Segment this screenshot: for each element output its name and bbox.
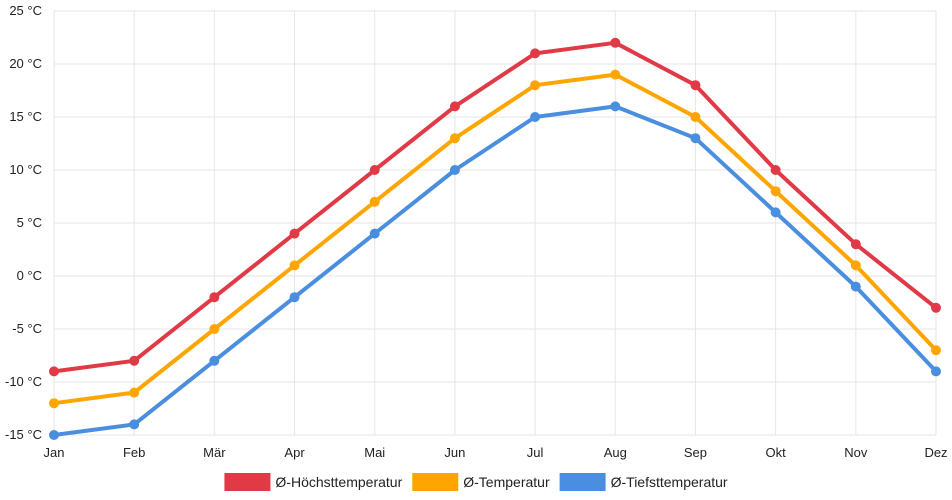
data-point[interactable]: [931, 345, 941, 356]
data-point[interactable]: [850, 260, 861, 271]
series-1: [49, 37, 941, 377]
data-point[interactable]: [610, 37, 621, 48]
data-point[interactable]: [690, 133, 701, 144]
x-tick-label: Sep: [684, 445, 707, 460]
series-3: [49, 101, 941, 440]
data-point[interactable]: [770, 165, 781, 175]
x-tick-label: Jun: [444, 445, 465, 460]
data-point[interactable]: [289, 292, 300, 303]
legend-swatch: [412, 473, 459, 491]
series-line: [52, 72, 938, 406]
data-point[interactable]: [530, 112, 541, 122]
data-point[interactable]: [369, 165, 380, 175]
legend-swatch: [224, 473, 271, 491]
data-point[interactable]: [610, 101, 621, 112]
data-point[interactable]: [49, 398, 59, 409]
data-point[interactable]: [850, 281, 861, 292]
legend-item-3[interactable]: Ø-Tiefsttemperatur: [559, 473, 728, 491]
data-point[interactable]: [369, 228, 380, 239]
x-tick-label: Mai: [364, 445, 385, 460]
series-line: [52, 104, 938, 437]
y-tick-label: 5 °C: [17, 215, 42, 230]
data-point[interactable]: [449, 165, 460, 175]
legend-label: Ø-Tiefsttemperatur: [611, 474, 728, 490]
x-tick-label: Okt: [766, 445, 787, 460]
y-tick-label: 0 °C: [17, 268, 42, 283]
chart-series: [49, 37, 941, 440]
x-tick-label: Nov: [844, 445, 868, 460]
x-tick-label: Feb: [123, 445, 145, 460]
x-tick-label: Jul: [527, 445, 544, 460]
y-tick-label: 25 °C: [9, 3, 42, 18]
data-point[interactable]: [369, 196, 380, 207]
data-point[interactable]: [289, 260, 300, 271]
data-point[interactable]: [850, 239, 861, 250]
series-line: [52, 40, 938, 374]
legend-label: Ø-Temperatur: [463, 474, 550, 490]
data-point[interactable]: [530, 80, 541, 91]
y-axis: -15 °C -10 °C -5 °C 0 °C 5 °C 10 °C 15 °C 20 °C…: [5, 3, 42, 442]
data-point[interactable]: [931, 366, 941, 377]
data-point[interactable]: [690, 80, 701, 91]
data-point[interactable]: [770, 207, 781, 218]
data-point[interactable]: [129, 387, 140, 398]
x-tick-label: Mär: [203, 445, 226, 460]
data-point[interactable]: [209, 324, 220, 334]
series-2: [49, 69, 941, 409]
data-point[interactable]: [931, 302, 941, 313]
y-tick-label: 10 °C: [9, 162, 42, 177]
data-point[interactable]: [449, 101, 460, 112]
chart-grid: [53, 10, 937, 436]
data-point[interactable]: [209, 355, 220, 366]
data-point[interactable]: [610, 69, 621, 80]
chart-legend[interactable]: Ø-Höchsttemperatur Ø-Temperatur Ø-Tiefstte…: [224, 473, 728, 491]
data-point[interactable]: [129, 355, 140, 366]
x-tick-label: Aug: [604, 445, 627, 460]
data-point[interactable]: [289, 228, 300, 239]
x-tick-label: Apr: [284, 445, 305, 460]
data-point[interactable]: [690, 112, 701, 122]
data-point[interactable]: [770, 186, 781, 197]
data-point[interactable]: [49, 366, 59, 377]
x-tick-label: Dez: [924, 445, 947, 460]
data-point[interactable]: [209, 292, 220, 303]
data-point[interactable]: [49, 430, 59, 440]
legend-item-1[interactable]: Ø-Höchsttemperatur: [224, 473, 403, 491]
y-tick-label: -15 °C: [5, 427, 42, 442]
legend-label: Ø-Höchsttemperatur: [275, 474, 402, 490]
data-point[interactable]: [129, 419, 140, 430]
x-axis: Jan Feb Mär Apr Mai Jun Jul Aug Sep Okt Nov Dez: [44, 445, 948, 460]
x-tick-label: Jan: [44, 445, 65, 460]
y-tick-label: 20 °C: [9, 56, 42, 71]
data-point[interactable]: [530, 48, 541, 59]
data-point[interactable]: [449, 133, 460, 144]
y-tick-label: -10 °C: [5, 374, 42, 389]
legend-swatch: [559, 473, 606, 491]
legend-item-2[interactable]: Ø-Temperatur: [412, 473, 550, 491]
y-tick-label: 15 °C: [9, 109, 42, 124]
y-tick-label: -5 °C: [12, 321, 42, 336]
